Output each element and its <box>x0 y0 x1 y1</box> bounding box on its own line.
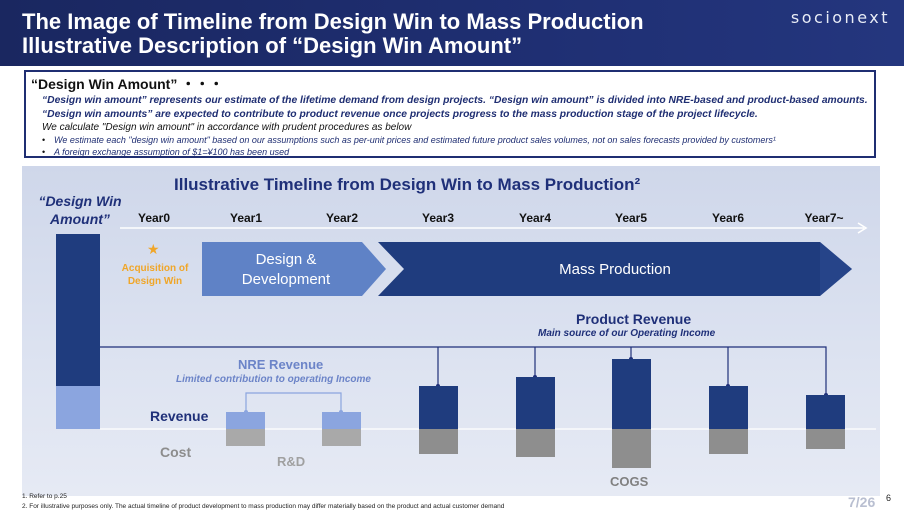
definition-box: “Design Win Amount” ・・・ “Design win amou… <box>24 70 876 158</box>
nre-revenue-bar <box>322 412 361 429</box>
year-label: Year7~ <box>804 211 844 225</box>
acquisition-label: Acquisition of Design Win <box>114 262 196 288</box>
year-label: Year2 <box>325 211 359 225</box>
year-label: Year5 <box>614 211 648 225</box>
revenue-label: Revenue <box>150 408 209 424</box>
design-win-amount-bar <box>56 234 100 386</box>
page-number: 6 <box>886 493 892 503</box>
design-win-amount-label-line1: “Design Win <box>38 193 122 209</box>
definition-bullet: We estimate each "design win amount" bas… <box>42 135 776 145</box>
product-revenue-bar <box>709 386 748 429</box>
cogs-bar <box>709 429 748 454</box>
header-bar <box>0 0 904 66</box>
cost-label: Cost <box>160 444 192 460</box>
acquisition-label-line2: Design Win <box>127 276 183 287</box>
page-indicator: 7/26 <box>848 494 876 510</box>
product-revenue-bar <box>612 359 651 429</box>
star-icon: ★ <box>147 241 160 257</box>
definition-heading: “Design Win Amount” ・・・ <box>31 76 224 92</box>
product-revenue-bar <box>419 386 458 429</box>
definition-paragraph: “Design win amount” represents our estim… <box>42 95 868 120</box>
product-connectors <box>437 347 729 386</box>
design-development-label-line1: Design & <box>255 251 317 268</box>
connector-line <box>100 346 827 395</box>
page-title-line2: Illustrative Description of “Design Win … <box>22 33 523 58</box>
product-revenue-sublabel: Main source of our Operating Income <box>538 328 716 339</box>
product-revenue-bar <box>516 377 555 429</box>
rnd-cost-bar <box>226 429 265 446</box>
cogs-bar <box>806 429 845 449</box>
design-development-label: Design & Development <box>208 250 364 290</box>
product-revenue-label: Product Revenue <box>576 311 692 327</box>
year-label: Year0 <box>137 211 171 225</box>
nre-revenue-label: NRE Revenue <box>238 357 324 372</box>
product-revenue-bar <box>806 395 845 429</box>
rnd-label: R&D <box>277 454 306 469</box>
nre-connector <box>245 392 342 412</box>
brand-logo: socionext <box>790 8 890 27</box>
timeline-axis <box>120 222 868 234</box>
rnd-cost-bar <box>322 429 361 446</box>
year-label: Year3 <box>421 211 455 225</box>
design-win-amount-nre-part <box>56 386 100 429</box>
mass-production-label: Mass Production <box>559 261 671 278</box>
nre-revenue-bar <box>226 412 265 429</box>
cogs-label: COGS <box>610 474 649 489</box>
cogs-bar <box>419 429 458 454</box>
design-win-amount-label: “Design Win Amount” <box>30 192 130 228</box>
design-development-label-line2: Development <box>241 271 331 288</box>
mass-production-arrow-fade <box>820 242 852 296</box>
definition-bullet: A foreign exchange assumption of $1=¥100… <box>42 147 289 157</box>
year-label: Year4 <box>518 211 552 225</box>
year-label: Year6 <box>711 211 745 225</box>
chart-title: Illustrative Timeline from Design Win to… <box>174 175 641 194</box>
cogs-bar <box>516 429 555 457</box>
design-development-arrow <box>202 242 386 296</box>
mass-production-arrow <box>378 242 852 296</box>
footnote: 1. Refer to p.25 <box>22 493 67 500</box>
nre-revenue-sublabel: Limited contribution to operating Income <box>176 374 371 385</box>
acquisition-label-line1: Acquisition of <box>121 263 189 274</box>
definition-procedure: We calculate "Design win amount" in acco… <box>42 122 412 133</box>
design-win-amount-label-line2: Amount” <box>50 211 110 227</box>
year-label: Year1 <box>229 211 263 225</box>
footnote: 2. For illustrative purposes only. The a… <box>22 503 505 510</box>
cogs-bar <box>612 429 651 468</box>
page-title-line1: The Image of Timeline from Design Win to… <box>22 9 644 34</box>
